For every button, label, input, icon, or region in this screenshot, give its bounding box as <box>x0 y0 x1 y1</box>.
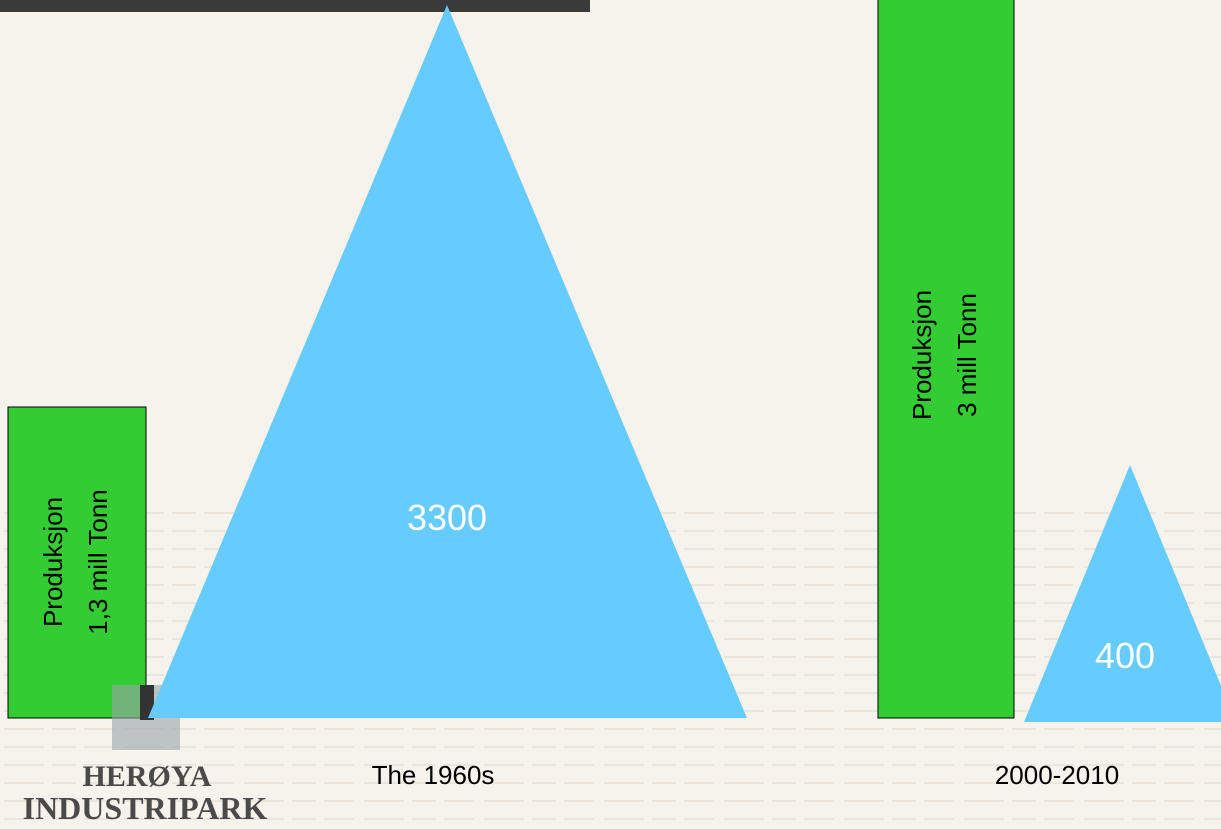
employee-count: 400 <box>1095 635 1155 676</box>
production-bar <box>877 0 1015 719</box>
period-label: 2000-2010 <box>995 760 1119 790</box>
employee-count: 3300 <box>407 497 487 538</box>
logo-graphic <box>140 685 154 720</box>
photo-fragment <box>0 0 590 12</box>
production-text: Produksjon <box>38 497 68 627</box>
employee-triangle <box>148 5 747 718</box>
production-text: 3 mill Tonn <box>952 293 982 417</box>
logo-text: HERØYA <box>83 760 212 793</box>
period-label: The 1960s <box>372 760 495 790</box>
production-text: Produksjon <box>907 290 937 420</box>
employee-triangle <box>1024 465 1221 722</box>
production-bar <box>7 406 147 719</box>
logo-text: INDUSTRIPARK <box>23 790 268 826</box>
production-text: 1,3 mill Tonn <box>83 489 113 635</box>
